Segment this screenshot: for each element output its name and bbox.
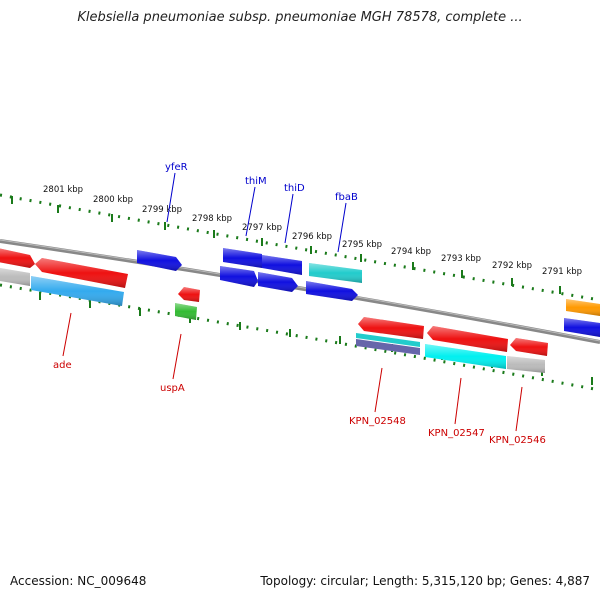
- tick-label: 2792 kbp: [492, 261, 532, 271]
- gene-label-KPN_02548[interactable]: KPN_02548: [349, 416, 406, 427]
- gene-label-yfeR[interactable]: yfeR: [165, 162, 188, 173]
- genome-backbone: [0, 239, 600, 344]
- bottom-label-leaders: [62, 312, 523, 432]
- forward-strand-features: [0, 248, 600, 337]
- gene-label-uspA[interactable]: uspA: [160, 383, 185, 394]
- gene-label-KPN_02546[interactable]: KPN_02546: [489, 435, 546, 446]
- gene-label-fbaB[interactable]: fbaB: [335, 192, 358, 203]
- outer-tick-ring: [0, 193, 600, 302]
- tick-label: 2801 kbp: [43, 185, 83, 195]
- tick-label: 2791 kbp: [542, 267, 582, 277]
- gene-label-thiM[interactable]: thiM: [245, 176, 267, 187]
- accession-label: Accession: NC_009648: [10, 574, 147, 588]
- tick-labels: 2801 kbp 2800 kbp 2799 kbp 2798 kbp 2797…: [43, 185, 582, 277]
- gene-feature[interactable]: [356, 339, 420, 355]
- map-title: Klebsiella pneumoniae subsp. pneumoniae …: [77, 10, 523, 25]
- gene-label-KPN_02547[interactable]: KPN_02547: [428, 428, 485, 439]
- topology-summary: Topology: circular; Length: 5,315,120 bp…: [260, 574, 590, 588]
- tick-label: 2797 kbp: [242, 223, 282, 233]
- reverse-strand-features: [0, 268, 548, 373]
- major-ticks: [11, 196, 561, 294]
- gene-label-thiD[interactable]: thiD: [284, 183, 305, 194]
- tick-label: 2800 kbp: [93, 195, 133, 205]
- gene-feature[interactable]: [356, 333, 420, 347]
- top-gene-labels: yfeR thiM thiD fbaB: [165, 162, 358, 203]
- gene-label-ade[interactable]: ade: [53, 360, 72, 371]
- tick-label: 2794 kbp: [391, 247, 431, 257]
- tick-label: 2795 kbp: [342, 240, 382, 250]
- tick-label: 2793 kbp: [441, 254, 481, 264]
- tick-label: 2799 kbp: [142, 205, 182, 215]
- tick-label: 2798 kbp: [192, 214, 232, 224]
- top-label-leaders: [166, 172, 347, 253]
- bottom-gene-labels: ade uspA KPN_02548 KPN_02547 KPN_02546: [53, 360, 546, 446]
- tick-label: 2796 kbp: [292, 232, 332, 242]
